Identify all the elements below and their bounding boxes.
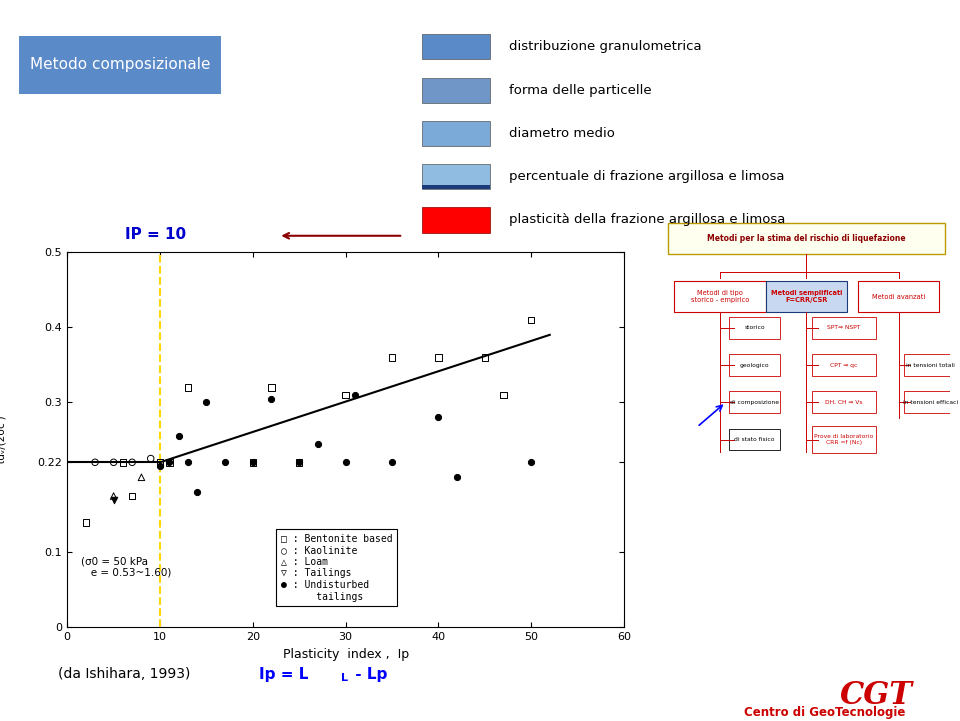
Text: in tensioni totali: in tensioni totali bbox=[906, 363, 954, 368]
Point bbox=[115, 456, 131, 468]
Point bbox=[153, 460, 168, 472]
Text: Metodo composizionale: Metodo composizionale bbox=[30, 58, 210, 72]
Text: di composizione: di composizione bbox=[730, 400, 780, 404]
Point bbox=[338, 456, 353, 468]
Text: storico: storico bbox=[744, 325, 765, 330]
Point bbox=[523, 456, 539, 468]
Point bbox=[495, 389, 511, 401]
Point bbox=[171, 430, 186, 442]
Text: Prove di laboratorio
CRR =f (Nc): Prove di laboratorio CRR =f (Nc) bbox=[814, 434, 874, 445]
Point bbox=[431, 352, 446, 363]
Text: di stato fisico: di stato fisico bbox=[734, 437, 775, 442]
Text: (σ0 = 50 kPa
   e = 0.53~1.60): (σ0 = 50 kPa e = 0.53~1.60) bbox=[81, 556, 172, 578]
Point bbox=[87, 456, 103, 468]
Point bbox=[125, 490, 140, 502]
Bar bbox=[858, 281, 939, 312]
Bar bbox=[668, 223, 945, 254]
Point bbox=[125, 456, 140, 468]
Text: percentuale di frazione argillosa e limosa: percentuale di frazione argillosa e limo… bbox=[509, 170, 784, 183]
Point bbox=[449, 472, 465, 483]
Text: - Lp: - Lp bbox=[350, 667, 388, 681]
Point bbox=[384, 456, 399, 468]
Text: plasticità della frazione argillosa e limosa: plasticità della frazione argillosa e li… bbox=[509, 213, 785, 226]
Text: SPT⇒ NSPT: SPT⇒ NSPT bbox=[828, 325, 860, 330]
Text: distribuzione granulometrica: distribuzione granulometrica bbox=[509, 40, 702, 53]
Point bbox=[78, 516, 93, 528]
Bar bbox=[812, 392, 876, 413]
Bar bbox=[729, 354, 780, 376]
Point bbox=[106, 490, 121, 502]
Bar bbox=[674, 281, 766, 312]
X-axis label: Plasticity  index ,  Ip: Plasticity index , Ip bbox=[282, 647, 409, 660]
Bar bbox=[812, 317, 876, 339]
Bar bbox=[812, 354, 876, 376]
Text: IP = 10: IP = 10 bbox=[125, 227, 186, 242]
Text: Metodi semplificati
F=CRR/CSR: Metodi semplificati F=CRR/CSR bbox=[771, 291, 842, 304]
Text: Ip = L: Ip = L bbox=[259, 667, 308, 681]
Text: geologico: geologico bbox=[740, 363, 769, 368]
Point bbox=[143, 453, 158, 464]
Text: diametro medio: diametro medio bbox=[509, 127, 614, 140]
Text: CPT ⇒ qc: CPT ⇒ qc bbox=[830, 363, 857, 368]
Text: Metodi avanzati: Metodi avanzati bbox=[872, 294, 925, 300]
Point bbox=[189, 487, 204, 498]
Point bbox=[106, 494, 121, 505]
Point bbox=[133, 472, 149, 483]
Point bbox=[153, 456, 168, 468]
Point bbox=[292, 456, 307, 468]
Bar bbox=[729, 317, 780, 339]
Point bbox=[264, 381, 279, 393]
Point bbox=[245, 456, 260, 468]
Point bbox=[180, 381, 196, 393]
Point bbox=[199, 397, 214, 408]
Point bbox=[245, 456, 260, 468]
Point bbox=[338, 389, 353, 401]
Point bbox=[292, 456, 307, 468]
Text: (da Ishihara, 1993): (da Ishihara, 1993) bbox=[58, 667, 190, 681]
Point bbox=[180, 456, 196, 468]
Bar bbox=[904, 354, 956, 376]
Point bbox=[161, 456, 177, 468]
Point bbox=[264, 393, 279, 404]
Text: Centro di GeoTecnologie: Centro di GeoTecnologie bbox=[744, 706, 905, 719]
Point bbox=[431, 412, 446, 423]
Point bbox=[523, 314, 539, 326]
Bar bbox=[812, 425, 876, 454]
Point bbox=[310, 438, 325, 449]
Point bbox=[348, 389, 363, 401]
Point bbox=[384, 352, 399, 363]
Point bbox=[217, 456, 232, 468]
Bar bbox=[729, 392, 780, 413]
Text: Metodi per la stima del rischio di liquefazione: Metodi per la stima del rischio di lique… bbox=[708, 234, 905, 242]
Point bbox=[161, 456, 177, 468]
Text: L: L bbox=[341, 673, 348, 683]
Bar bbox=[766, 281, 847, 312]
Text: Metodi di tipo
storico - empirico: Metodi di tipo storico - empirico bbox=[691, 291, 749, 304]
Text: forma delle particelle: forma delle particelle bbox=[509, 84, 652, 97]
Text: CGT: CGT bbox=[840, 681, 913, 711]
Bar bbox=[904, 392, 956, 413]
Text: Cyclic stress ratio causing 5 %
D.A. strain in 20 cycles ,
τdᵥ/(2σc'): Cyclic stress ratio causing 5 % D.A. str… bbox=[0, 360, 6, 520]
Point bbox=[477, 352, 492, 363]
Text: in tensioni efficaci: in tensioni efficaci bbox=[902, 400, 958, 404]
Bar bbox=[729, 429, 780, 451]
Text: DH, CH ⇒ Vs: DH, CH ⇒ Vs bbox=[825, 400, 863, 404]
Text: □ : Bentonite based
○ : Kaolinite
△ : Loam
▽ : Tailings
● : Undisturbed
      ta: □ : Bentonite based ○ : Kaolinite △ : Lo… bbox=[280, 534, 393, 601]
Point bbox=[106, 456, 121, 468]
